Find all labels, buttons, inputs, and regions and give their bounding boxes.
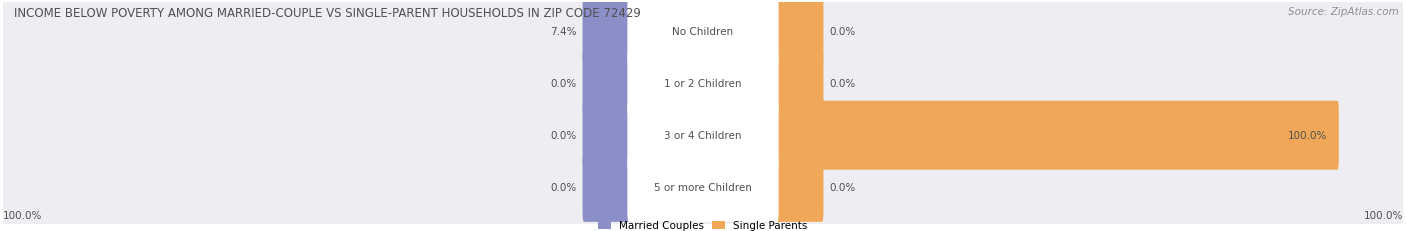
- FancyBboxPatch shape: [582, 49, 633, 118]
- Text: 0.0%: 0.0%: [830, 79, 855, 89]
- Text: 0.0%: 0.0%: [551, 182, 576, 193]
- FancyBboxPatch shape: [627, 49, 779, 118]
- Text: INCOME BELOW POVERTY AMONG MARRIED-COUPLE VS SINGLE-PARENT HOUSEHOLDS IN ZIP COD: INCOME BELOW POVERTY AMONG MARRIED-COUPL…: [14, 7, 641, 20]
- FancyBboxPatch shape: [582, 101, 633, 170]
- FancyBboxPatch shape: [773, 49, 824, 118]
- FancyBboxPatch shape: [582, 0, 633, 66]
- Text: 0.0%: 0.0%: [551, 79, 576, 89]
- FancyBboxPatch shape: [0, 40, 1406, 231]
- FancyBboxPatch shape: [773, 153, 824, 222]
- FancyBboxPatch shape: [627, 101, 779, 170]
- Text: 0.0%: 0.0%: [830, 182, 855, 193]
- FancyBboxPatch shape: [627, 0, 779, 66]
- Text: 5 or more Children: 5 or more Children: [654, 182, 752, 193]
- Legend: Married Couples, Single Parents: Married Couples, Single Parents: [599, 220, 807, 231]
- Text: 100.0%: 100.0%: [1288, 131, 1327, 141]
- Text: 0.0%: 0.0%: [551, 131, 576, 141]
- Text: Source: ZipAtlas.com: Source: ZipAtlas.com: [1288, 7, 1399, 17]
- FancyBboxPatch shape: [627, 153, 779, 222]
- Text: 100.0%: 100.0%: [3, 210, 42, 220]
- Text: 1 or 2 Children: 1 or 2 Children: [664, 79, 742, 89]
- Text: No Children: No Children: [672, 27, 734, 37]
- FancyBboxPatch shape: [773, 0, 824, 66]
- Text: 7.4%: 7.4%: [551, 27, 576, 37]
- Text: 0.0%: 0.0%: [830, 27, 855, 37]
- FancyBboxPatch shape: [582, 153, 633, 222]
- FancyBboxPatch shape: [773, 101, 1339, 170]
- FancyBboxPatch shape: [0, 0, 1406, 180]
- Text: 100.0%: 100.0%: [1364, 210, 1403, 220]
- Text: 3 or 4 Children: 3 or 4 Children: [664, 131, 742, 141]
